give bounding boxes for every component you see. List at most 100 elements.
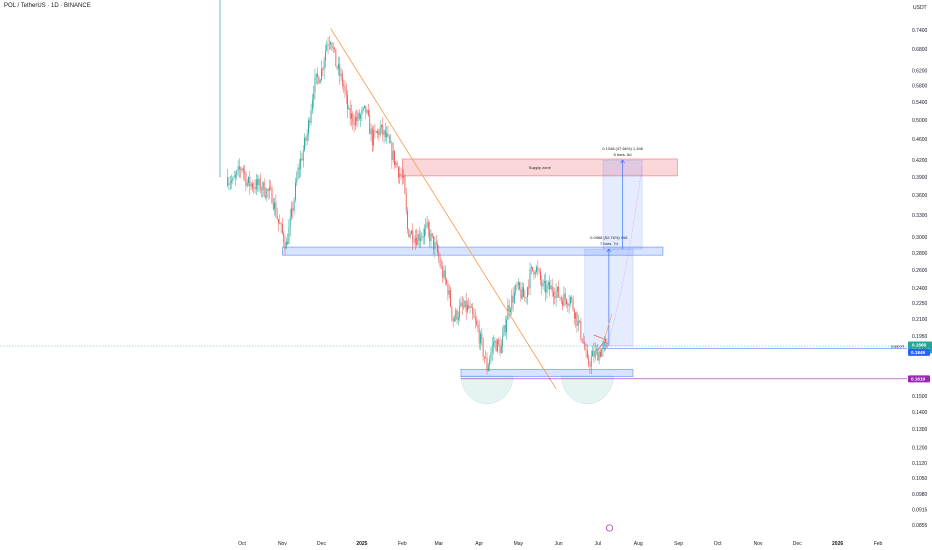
candle[interactable] (550, 279, 552, 290)
candle-body[interactable] (265, 196, 266, 198)
candle[interactable] (228, 176, 230, 191)
candle-body[interactable] (464, 300, 466, 308)
candle-body[interactable] (381, 124, 382, 128)
candle[interactable] (235, 170, 236, 186)
candle[interactable] (592, 346, 594, 357)
candle-body[interactable] (455, 310, 457, 319)
candle[interactable] (384, 123, 386, 142)
candle-body[interactable] (450, 290, 451, 307)
candle-body[interactable] (270, 187, 272, 188)
candle[interactable] (499, 336, 501, 356)
candle[interactable] (477, 319, 479, 333)
candle-body[interactable] (296, 178, 298, 183)
candle-body[interactable] (345, 90, 347, 95)
candle-body[interactable] (448, 290, 450, 295)
candle-body[interactable] (249, 176, 251, 187)
candle-body[interactable] (521, 287, 523, 299)
candle[interactable] (343, 79, 345, 93)
candle-body[interactable] (494, 340, 496, 343)
candle[interactable] (429, 221, 431, 248)
candle[interactable] (392, 142, 394, 163)
candle[interactable] (459, 299, 461, 322)
candle[interactable] (542, 279, 544, 290)
candle-body[interactable] (246, 182, 248, 186)
candle[interactable] (588, 353, 590, 368)
candle-body[interactable] (427, 222, 429, 230)
candle-body[interactable] (563, 293, 565, 307)
candle-body[interactable] (534, 271, 536, 275)
candle[interactable] (537, 260, 539, 277)
candle[interactable] (233, 170, 235, 179)
candle[interactable] (296, 171, 298, 186)
candle-body[interactable] (351, 113, 352, 119)
candle[interactable] (281, 217, 283, 236)
candle[interactable] (270, 180, 272, 191)
candle-body[interactable] (332, 47, 334, 49)
candle[interactable] (435, 234, 437, 247)
candle-body[interactable] (318, 76, 320, 84)
candle-body[interactable] (386, 133, 388, 138)
candle[interactable] (523, 282, 524, 298)
candle-body[interactable] (281, 223, 283, 233)
candle[interactable] (360, 112, 362, 127)
candle[interactable] (549, 275, 550, 297)
candle-body[interactable] (551, 285, 553, 292)
candle-body[interactable] (353, 122, 355, 125)
candle[interactable] (386, 126, 388, 145)
candle[interactable] (229, 176, 231, 191)
candle-body[interactable] (409, 234, 411, 238)
candle[interactable] (391, 140, 393, 169)
candle[interactable] (431, 233, 433, 239)
candle-body[interactable] (302, 150, 304, 161)
candle[interactable] (524, 289, 526, 302)
candle-body[interactable] (590, 356, 592, 367)
candle[interactable] (268, 179, 270, 200)
candle[interactable] (516, 281, 518, 290)
candle[interactable] (585, 343, 587, 358)
candle-body[interactable] (472, 307, 474, 315)
candle[interactable] (353, 114, 355, 133)
candle[interactable] (278, 219, 279, 232)
candle-body[interactable] (408, 229, 410, 238)
candle[interactable] (397, 166, 399, 184)
candle[interactable] (577, 314, 579, 332)
candle[interactable] (590, 350, 592, 375)
candle[interactable] (452, 316, 454, 328)
candle-body[interactable] (575, 312, 577, 319)
candle[interactable] (335, 48, 337, 67)
candle-body[interactable] (480, 333, 481, 344)
candle[interactable] (566, 298, 567, 308)
candle-body[interactable] (358, 112, 360, 119)
candle[interactable] (529, 262, 531, 295)
candle[interactable] (536, 264, 537, 275)
candle[interactable] (564, 288, 566, 306)
candle-body[interactable] (572, 299, 574, 310)
candle-body[interactable] (468, 304, 470, 308)
candle[interactable] (326, 40, 328, 52)
candle[interactable] (354, 110, 356, 130)
candle[interactable] (308, 117, 309, 141)
candle[interactable] (357, 110, 359, 128)
candle-body[interactable] (388, 136, 390, 143)
candle[interactable] (310, 103, 312, 126)
candle-body[interactable] (315, 73, 317, 77)
candle[interactable] (309, 117, 311, 128)
candle[interactable] (491, 337, 493, 362)
candle[interactable] (292, 201, 294, 219)
candle[interactable] (493, 335, 494, 355)
candle-body[interactable] (452, 317, 454, 322)
candle[interactable] (486, 352, 488, 375)
candle[interactable] (411, 229, 412, 235)
candle[interactable] (594, 342, 596, 361)
candle-body[interactable] (589, 364, 591, 367)
candle-body[interactable] (254, 187, 256, 190)
candle[interactable] (255, 173, 257, 196)
candle[interactable] (315, 73, 317, 84)
candle[interactable] (263, 178, 265, 198)
candle[interactable] (405, 187, 407, 215)
candle-body[interactable] (271, 187, 273, 204)
candle-body[interactable] (250, 183, 252, 187)
candle[interactable] (526, 286, 528, 305)
candle[interactable] (456, 308, 458, 325)
candle[interactable] (517, 278, 519, 291)
